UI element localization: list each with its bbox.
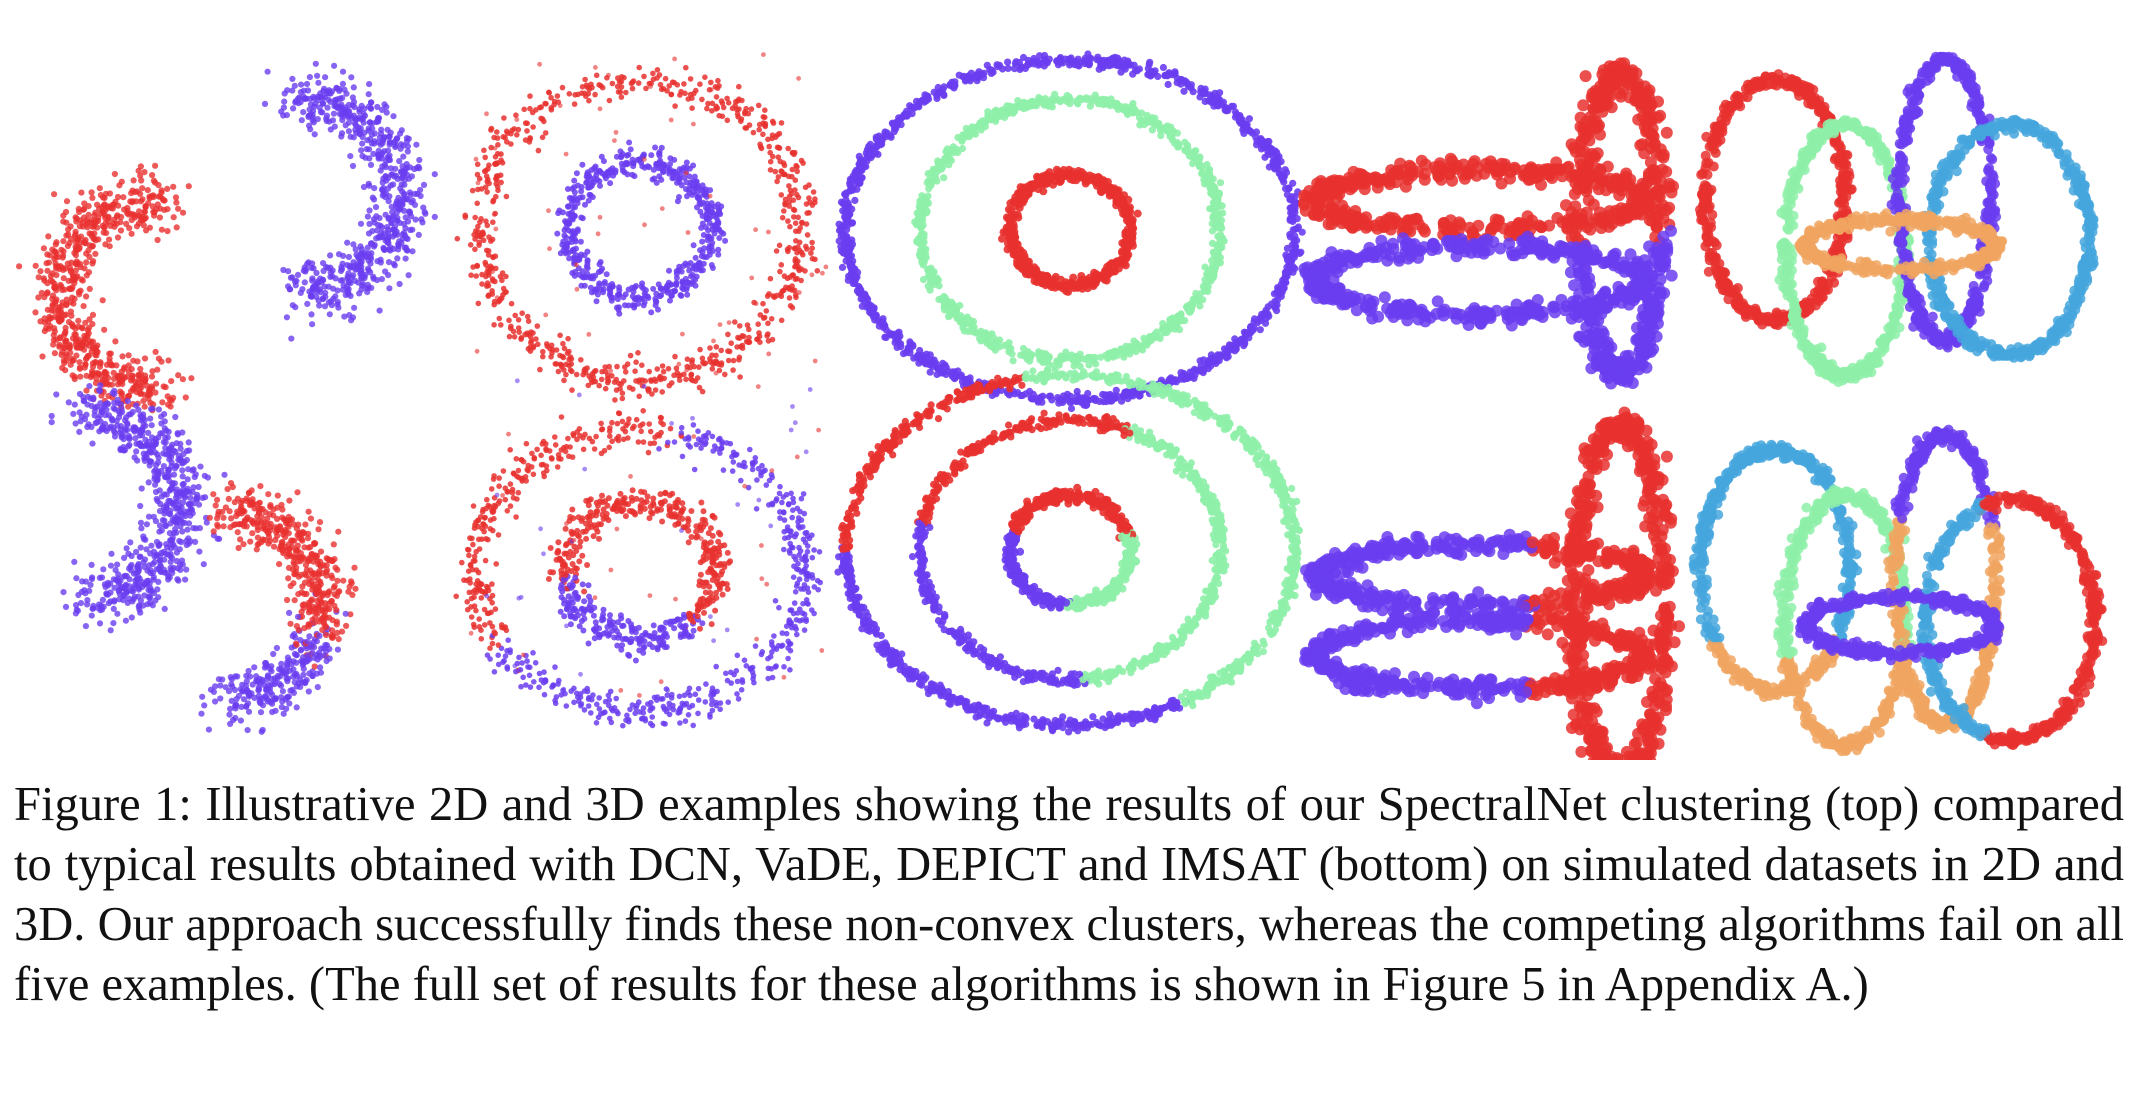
panel-3d-loops	[1298, 57, 1679, 390]
panel-three-rings	[834, 366, 1303, 736]
panel-two-moons	[16, 60, 438, 414]
figure-1-scatter-panels	[16, 50, 2108, 760]
panel-3d-loops	[1299, 406, 1685, 760]
panel-two-rings	[454, 52, 829, 403]
panel-3d-rings	[1688, 424, 2108, 757]
panel-two-moons	[48, 382, 359, 735]
caption-text: Figure 1: Illustrative 2D and 3D example…	[14, 778, 2124, 1011]
panel-three-rings	[835, 50, 1306, 413]
row-bottom-competitors	[48, 366, 2108, 760]
figure-caption: Figure 1: Illustrative 2D and 3D example…	[14, 775, 2124, 1015]
panel-two-rings	[453, 375, 825, 729]
row-top-spectralnet	[16, 50, 2099, 414]
panel-3d-rings	[1695, 51, 2099, 388]
